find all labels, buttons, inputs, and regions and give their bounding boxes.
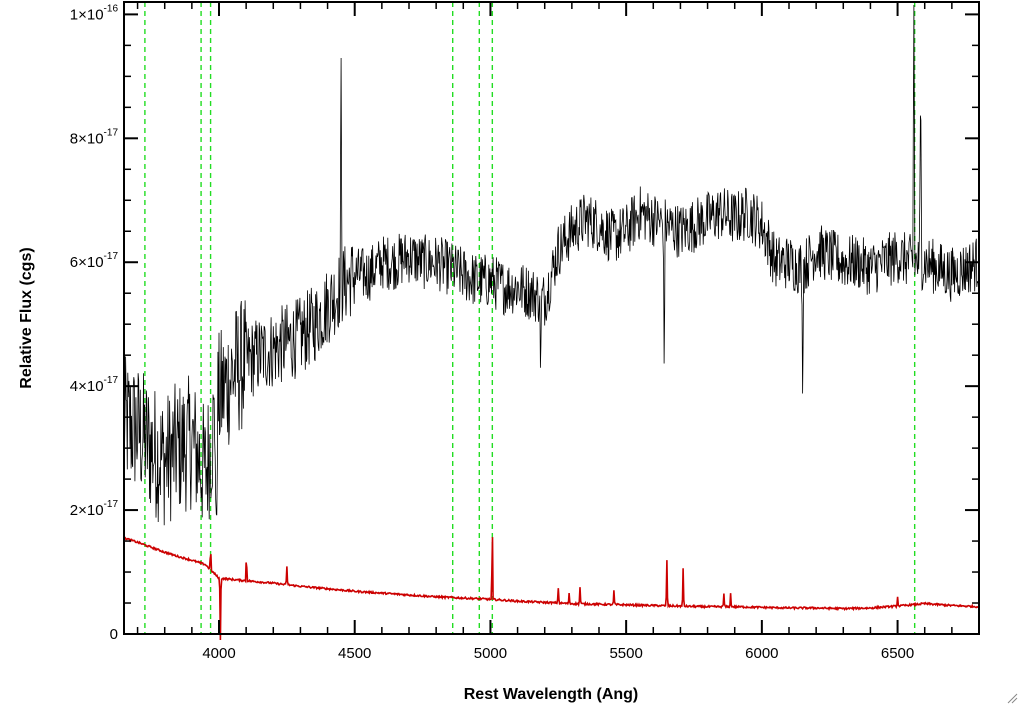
x-tick-label-5500: 5500 — [609, 645, 642, 662]
y-axis-label: Relative Flux (cgs) — [18, 247, 35, 388]
x-tick-label-4000: 4000 — [202, 645, 235, 662]
x-axis-label: Rest Wavelength (Ang) — [464, 686, 639, 703]
x-axis-ticks: 4000 4500 5000 5500 6000 6500 — [136, 2, 980, 662]
x-tick-label-6500: 6500 — [881, 645, 914, 662]
model-spectrum-line — [123, 536, 980, 641]
y-tick-label-2: 4×10-17 — [70, 375, 119, 395]
y-tick-label-5: 1×10-16 — [70, 3, 119, 23]
y-axis-ticks: 0 2×10-17 4×10-17 6×10-17 8×10-17 1×10-16 — [70, 3, 979, 643]
spectrum-series — [123, 4, 980, 641]
x-tick-label-6000: 6000 — [745, 645, 778, 662]
y-tick-label-0: 0 — [110, 626, 118, 643]
observed-spectrum-line — [123, 4, 980, 526]
y-tick-label-3: 6×10-17 — [70, 251, 119, 271]
x-tick-label-5000: 5000 — [474, 645, 507, 662]
emission-line-markers — [144, 2, 916, 634]
y-tick-label-1: 2×10-17 — [70, 499, 119, 519]
plot-frame — [123, 1, 980, 635]
resize-grip-icon[interactable] — [1006, 692, 1018, 704]
x-tick-label-4500: 4500 — [338, 645, 371, 662]
y-tick-label-4: 8×10-17 — [70, 127, 119, 147]
